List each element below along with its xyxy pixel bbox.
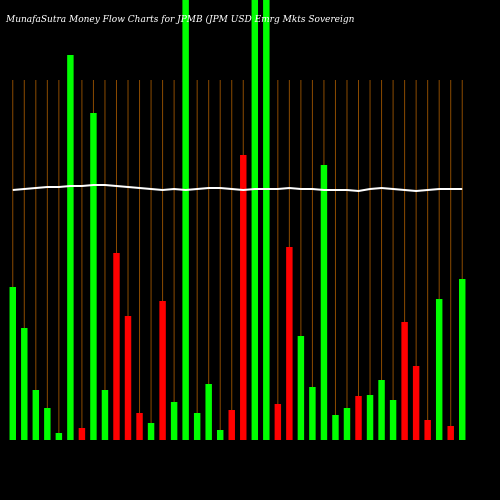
bar bbox=[263, 0, 270, 440]
bar bbox=[170, 402, 178, 440]
bar bbox=[378, 380, 385, 440]
bar bbox=[459, 279, 466, 440]
bar bbox=[193, 413, 201, 440]
bar bbox=[78, 428, 86, 440]
bar bbox=[113, 253, 120, 440]
bar bbox=[9, 287, 16, 440]
bar bbox=[90, 113, 97, 440]
bar bbox=[389, 400, 397, 440]
line bbox=[12, 184, 463, 193]
bar bbox=[216, 430, 224, 440]
bar bbox=[147, 423, 155, 440]
bar bbox=[205, 384, 212, 440]
bar bbox=[44, 408, 51, 440]
bar bbox=[159, 301, 166, 440]
bar bbox=[343, 408, 351, 440]
bar bbox=[124, 316, 132, 440]
bar bbox=[274, 404, 282, 440]
chart-title: MunafaSutra Money Flow Charts for JPMB (… bbox=[5, 14, 355, 25]
bar bbox=[332, 415, 339, 440]
bar bbox=[297, 336, 305, 440]
bar bbox=[309, 387, 316, 440]
bar bbox=[286, 247, 293, 440]
bar bbox=[435, 299, 443, 440]
bar bbox=[228, 410, 235, 440]
bar bbox=[401, 322, 408, 440]
bar bbox=[412, 366, 420, 440]
bar bbox=[67, 55, 74, 440]
bar bbox=[21, 328, 28, 440]
bar bbox=[447, 426, 454, 440]
bar bbox=[320, 165, 328, 440]
bar bbox=[55, 433, 63, 440]
bar bbox=[366, 395, 374, 440]
bar bbox=[136, 413, 143, 440]
bar bbox=[101, 390, 109, 440]
bar bbox=[355, 396, 362, 440]
bar bbox=[251, 0, 259, 440]
bar bbox=[240, 155, 247, 440]
bar bbox=[32, 390, 40, 440]
bar bbox=[182, 0, 189, 440]
bar bbox=[424, 420, 431, 440]
